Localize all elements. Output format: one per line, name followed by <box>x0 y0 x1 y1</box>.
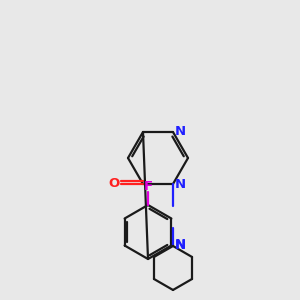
Text: F: F <box>143 179 153 193</box>
Text: N: N <box>174 238 186 251</box>
Text: N: N <box>174 124 186 137</box>
Text: N: N <box>174 178 186 191</box>
Text: N: N <box>174 239 186 253</box>
Text: O: O <box>108 178 120 190</box>
